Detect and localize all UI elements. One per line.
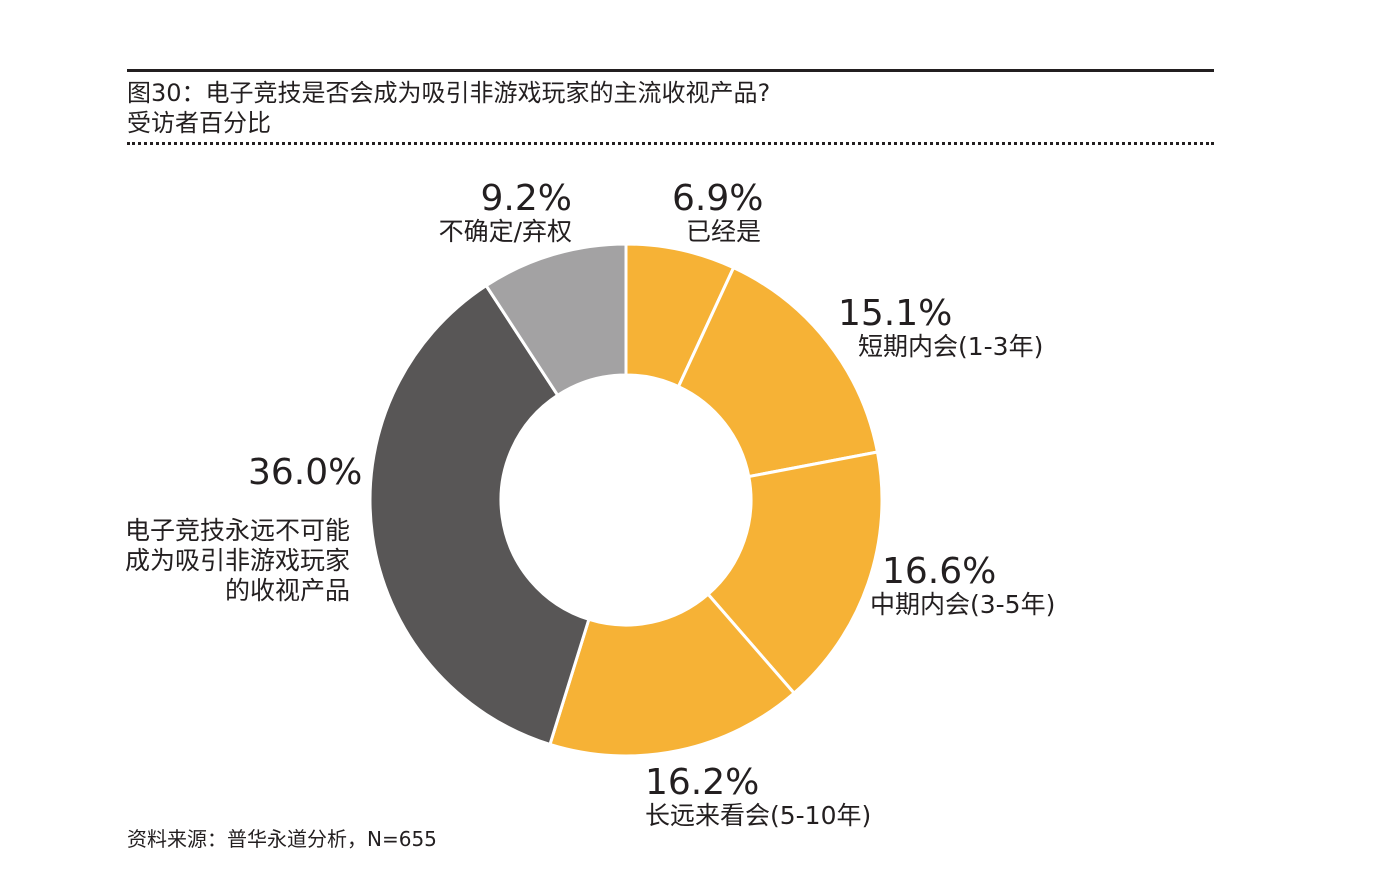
value-label: 16.6% — [882, 551, 997, 592]
dotted-rule — [127, 142, 1214, 145]
slice-label-3: 16.2% 长远来看会(5-10年) — [645, 764, 871, 830]
category-label: 中期内会(3-5年) — [870, 590, 1056, 619]
donut-slice-1 — [676, 265, 880, 479]
slice-label-0: 6.9% 已经是 — [672, 180, 763, 246]
chart-title: 图30：电子竞技是否会成为吸引非游戏玩家的主流收视产品? — [127, 79, 771, 107]
value-label: 36.0% — [248, 452, 363, 493]
donut-slice-2 — [705, 450, 884, 696]
donut-slice-4 — [368, 283, 591, 747]
chart-subtitle: 受访者百分比 — [127, 109, 271, 137]
value-label: 15.1% — [838, 293, 953, 334]
slice-label-2: 16.6% 中期内会(3-5年) — [870, 553, 1055, 619]
top-rule — [127, 69, 1214, 72]
value-label: 6.9% — [672, 178, 764, 219]
slice-label-4-value: 36.0% — [248, 454, 362, 492]
category-label: 已经是 — [686, 217, 762, 246]
value-label: 9.2% — [480, 178, 572, 219]
source-note: 资料来源：普华永道分析，N=655 — [127, 827, 437, 851]
category-label: 不确定/弃权 — [438, 217, 572, 246]
category-label: 短期内会(1-3年) — [858, 332, 1044, 361]
donut-slice-5 — [484, 242, 628, 398]
category-label: 长远来看会(5-10年) — [645, 801, 872, 830]
value-label: 16.2% — [645, 762, 760, 803]
slice-label-1: 15.1% 短期内会(1-3年) — [838, 295, 1043, 361]
slice-label-5: 9.2% 不确定/弃权 — [412, 180, 572, 246]
donut-slice-3 — [548, 592, 797, 758]
slice-label-4: 电子竞技永远不可能成为吸引非游戏玩家的收视产品 — [124, 516, 350, 605]
